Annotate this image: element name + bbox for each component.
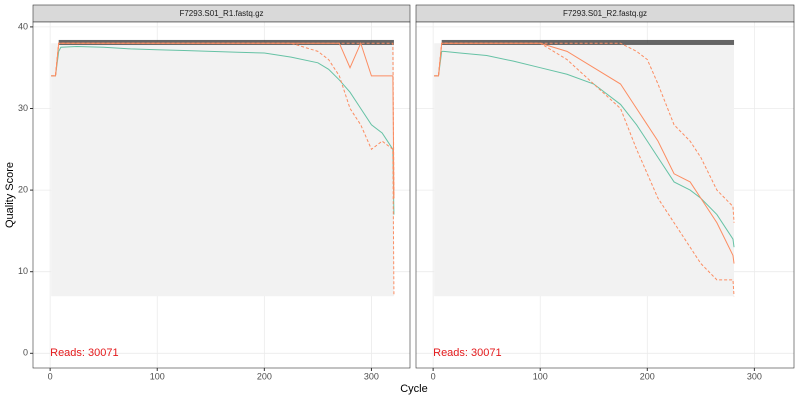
- panel-title: F7293.S01_R2.fastq.gz: [563, 9, 647, 18]
- x-tick-label: 0: [431, 371, 436, 381]
- heatmap-top: [441, 39, 735, 45]
- x-tick-label: 300: [364, 371, 379, 381]
- panel-title: F7293.S01_R1.fastq.gz: [179, 9, 263, 18]
- x-tick-label: 100: [150, 371, 165, 381]
- quality-line: [434, 42, 735, 223]
- x-tick-label: 200: [640, 371, 655, 381]
- y-axis-title: Quality Score: [4, 162, 16, 228]
- quality-line: [51, 45, 395, 215]
- heatmap-top: [58, 39, 394, 45]
- x-tick-label: 100: [533, 371, 548, 381]
- reads-annotation: Reads: 30071: [433, 347, 502, 359]
- x-axis-title: Cycle: [400, 383, 428, 395]
- reads-annotation: Reads: 30071: [50, 347, 119, 359]
- x-tick-label: 300: [747, 371, 762, 381]
- y-tick-label: 0: [23, 348, 28, 358]
- heatmap-shade: [434, 43, 735, 297]
- x-tick-label: 0: [48, 371, 53, 381]
- quality-line: [51, 42, 395, 199]
- y-tick-label: 10: [18, 266, 28, 276]
- y-tick-label: 30: [18, 103, 28, 113]
- x-tick-label: 200: [257, 371, 272, 381]
- panel-border: [32, 21, 411, 369]
- heatmap-shade: [51, 43, 394, 297]
- quality-line: [434, 50, 735, 248]
- panel-border: [415, 21, 795, 369]
- y-tick-label: 40: [18, 21, 28, 31]
- y-tick-label: 20: [18, 184, 28, 194]
